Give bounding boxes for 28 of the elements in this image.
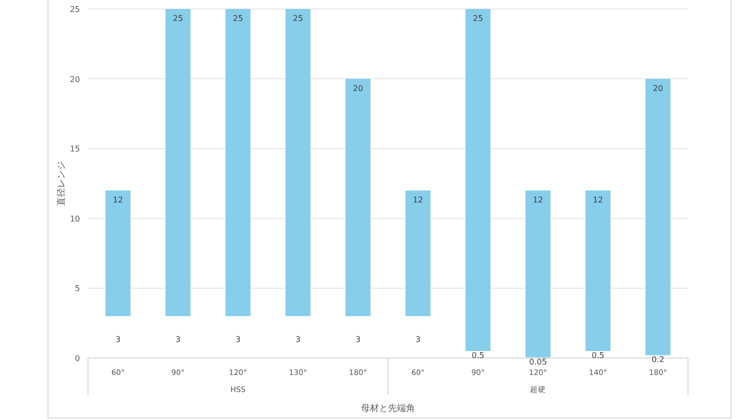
y-tick-label: 10	[70, 214, 80, 224]
data-label: 25	[292, 14, 304, 23]
data-label: 12	[412, 195, 424, 204]
annotation: 0.2	[652, 355, 664, 364]
y-tick-label: 15	[70, 144, 80, 154]
x-axis-title: 母材と先端角	[361, 403, 415, 414]
annotation: 0.5	[592, 351, 604, 360]
data-label: 12	[592, 195, 604, 204]
data-label: 25	[172, 14, 184, 23]
y-tick-label: 0	[74, 354, 80, 363]
annotation: 0.5	[472, 351, 484, 360]
y-tick-label: 25	[70, 5, 80, 14]
annotation: 3	[115, 335, 121, 344]
data-label: 12	[112, 195, 124, 204]
data-label: 25	[232, 14, 244, 23]
annotation: 3	[235, 335, 241, 344]
y-axis-title: 直径レンジ	[56, 161, 67, 206]
annotation: 0.05	[529, 357, 547, 366]
annotation: 3	[175, 335, 181, 344]
data-label: 20	[352, 84, 364, 93]
y-tick-label: 5	[74, 284, 80, 294]
y-tick-label: 20	[70, 74, 80, 84]
annotation: 3	[415, 335, 421, 344]
data-label: 25	[472, 14, 484, 23]
annotation: 3	[295, 335, 301, 344]
data-label: 12	[532, 195, 544, 204]
annotation: 3	[355, 335, 361, 344]
data-label: 20	[652, 84, 664, 93]
